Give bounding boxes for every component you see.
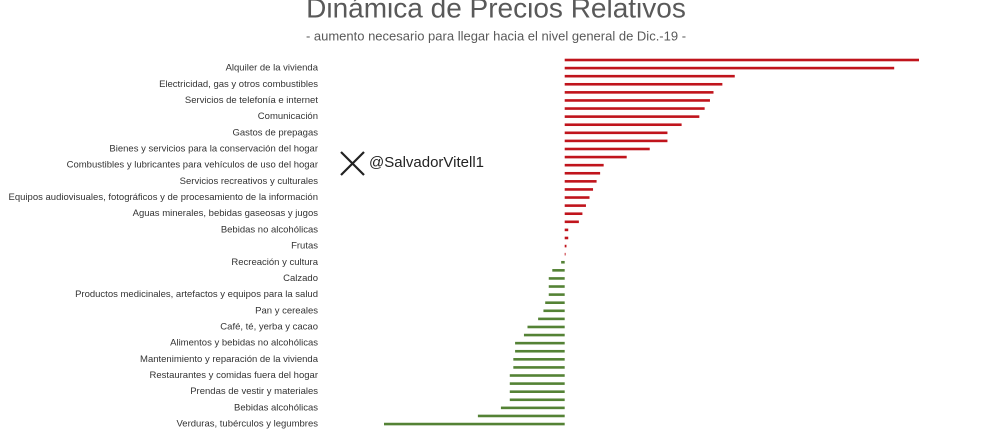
bar — [564, 212, 583, 216]
y-tick-label: Alimentos y bebidas no alcohólicas — [170, 338, 318, 349]
bar — [509, 374, 565, 377]
bar — [564, 180, 597, 183]
bar — [564, 171, 601, 175]
y-tick-label: Comunicación — [258, 111, 318, 122]
bar — [523, 333, 565, 337]
bar — [527, 325, 565, 329]
y-tick-label: Mantenimiento y reparación de la viviend… — [140, 354, 319, 365]
bar — [564, 220, 579, 224]
y-tick-label: Pan y cereales — [255, 305, 318, 316]
y-tick-label: Combustibles y lubricantes para vehículo… — [67, 160, 318, 171]
bar — [545, 301, 565, 304]
y-tick-label: Gastos de prepagas — [232, 127, 318, 138]
bar — [509, 390, 565, 393]
bar — [564, 155, 627, 159]
y-tick-label: Verduras, tubérculos y legumbres — [176, 419, 318, 430]
y-tick-label: Café, té, yerba y cacao — [220, 321, 318, 332]
bar — [561, 260, 565, 264]
bar — [564, 99, 710, 102]
bar — [509, 398, 565, 402]
bar — [564, 82, 723, 86]
bar — [509, 382, 565, 385]
y-tick-label: Restaurantes y comidas fuera del hogar — [150, 370, 318, 381]
bar — [564, 188, 594, 191]
y-tick-label: Bebidas alcohólicas — [234, 402, 318, 413]
bar — [564, 147, 650, 151]
y-tick-label: Aguas minerales, bebidas gaseosas y jugo… — [133, 208, 319, 219]
bar — [538, 317, 565, 321]
bar — [564, 252, 566, 256]
bar — [564, 107, 705, 110]
bar — [564, 66, 895, 70]
y-tick-label: Productos medicinales, artefactos y equi… — [75, 289, 318, 300]
bar — [564, 123, 682, 127]
bar — [564, 131, 668, 135]
bar — [548, 277, 565, 280]
watermark-logo — [340, 151, 365, 176]
bar — [477, 414, 565, 418]
bar — [513, 358, 565, 361]
bar — [513, 366, 565, 369]
bar — [564, 91, 714, 94]
bar — [548, 285, 565, 288]
bar — [564, 139, 668, 143]
bar — [515, 341, 565, 345]
bar — [384, 422, 565, 426]
bar — [564, 196, 590, 199]
bar — [564, 244, 567, 248]
y-tick-label: Calzado — [283, 273, 318, 284]
y-tick-label: Alquiler de la vivienda — [226, 63, 319, 74]
watermark: @SalvadorVitell1 — [369, 154, 484, 171]
bar — [552, 269, 565, 272]
chart-title: Dinámica de Precios Relativos — [306, 0, 686, 23]
bar — [564, 74, 735, 78]
y-tick-label: Servicios de telefonía e internet — [185, 95, 318, 106]
y-tick-label: Equipos audiovisuales, fotográficos y de… — [9, 192, 318, 203]
bar — [543, 309, 565, 313]
bar — [564, 58, 919, 62]
y-tick-label: Electricidad, gas y otros combustibles — [159, 79, 318, 90]
chart-subtitle: - aumento necesario para llegar hacia el… — [306, 28, 686, 43]
bar — [564, 115, 700, 118]
bar — [515, 349, 565, 353]
bar — [500, 406, 565, 410]
y-tick-label: Frutas — [291, 241, 318, 252]
bar — [564, 228, 569, 232]
y-tick-label: Recreación y cultura — [231, 257, 318, 268]
bar — [548, 293, 565, 296]
bar — [564, 163, 604, 167]
y-tick-label: Bienes y servicios para la conservación … — [109, 144, 318, 155]
y-tick-label: Servicios recreativos y culturales — [180, 176, 319, 187]
bar — [564, 236, 569, 240]
bar — [564, 204, 586, 207]
y-tick-label: Bebidas no alcohólicas — [221, 224, 318, 235]
y-tick-label: Prendas de vestir y materiales — [190, 386, 318, 397]
